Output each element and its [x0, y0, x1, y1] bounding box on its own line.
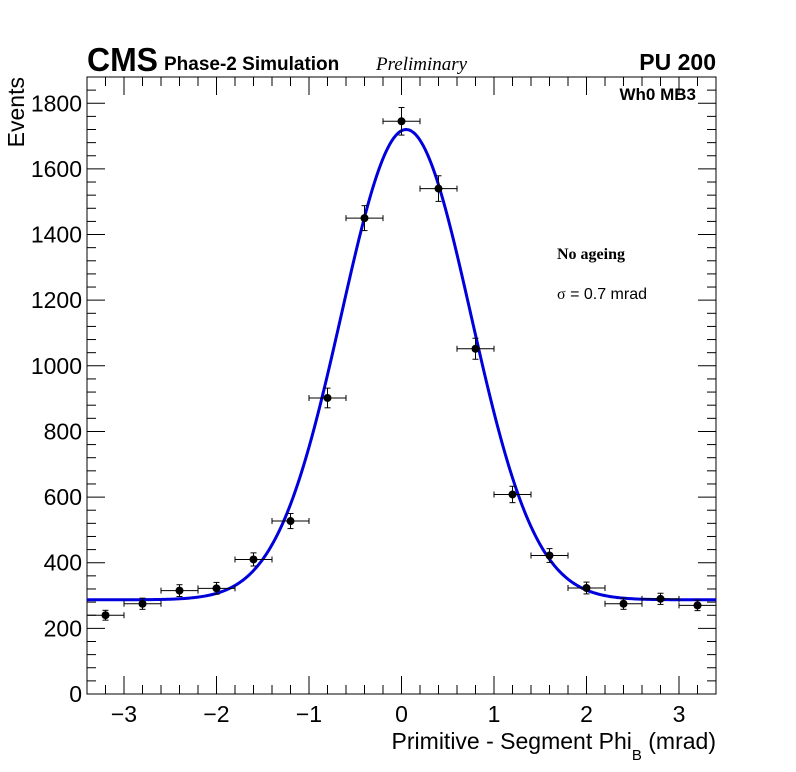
data-point-group	[419, 175, 458, 202]
data-point-group	[123, 597, 162, 610]
y-tick-label: 1400	[31, 222, 82, 248]
cms-label: CMS	[87, 41, 158, 78]
data-point	[212, 584, 221, 593]
y-tick-label: 1000	[31, 353, 82, 379]
data-point	[508, 490, 517, 499]
x-tick-label: 3	[673, 701, 686, 727]
x-tick-label: 0	[395, 701, 408, 727]
simulation-label: Phase-2 Simulation	[164, 54, 339, 75]
data-point-group	[604, 597, 643, 610]
condition-label: No ageing	[557, 246, 625, 263]
data-point-group	[567, 581, 606, 595]
data-point	[545, 551, 554, 560]
data-point-group	[234, 552, 273, 567]
axes-layer: −3 −2 −1 0 1 2 3 0 200 400 600 800 1000 1200 1400 1600 1…	[31, 76, 717, 727]
data-point	[360, 214, 369, 223]
data-point	[656, 594, 665, 603]
data-point-group	[271, 512, 310, 530]
data-point-group	[86, 609, 125, 621]
y-tick-label: 1200	[31, 287, 82, 313]
data-point	[101, 611, 110, 620]
data-point-group	[308, 387, 347, 409]
sigma-symbol: σ	[557, 286, 566, 303]
preliminary-label: Preliminary	[375, 54, 468, 75]
sigma-value: = 0.7 mrad	[566, 286, 647, 303]
data-point	[249, 555, 258, 564]
fit-layer	[87, 128, 716, 602]
data-point	[471, 344, 480, 353]
x-axis-title: Primitive - Segment PhiB (mrad)	[392, 728, 716, 764]
x-axis-title-subscript: B	[632, 747, 642, 764]
points-layer	[86, 107, 717, 621]
x-tick-label: 2	[580, 701, 593, 727]
data-point	[619, 599, 628, 608]
data-point	[693, 601, 702, 610]
sigma-label: σ = 0.7 mrad	[557, 286, 647, 303]
data-point	[434, 184, 443, 193]
data-point-group	[678, 599, 717, 612]
y-tick-label: 600	[44, 484, 82, 510]
y-tick-label: 800	[44, 418, 82, 444]
data-point-group	[382, 107, 421, 136]
data-point	[286, 517, 295, 526]
x-tick-label: −2	[203, 701, 229, 727]
y-tick-label: 200	[44, 615, 82, 641]
data-point-group	[345, 205, 384, 232]
y-axis-title: Events	[3, 77, 29, 147]
data-point	[175, 586, 184, 595]
y-tick-label: 0	[69, 681, 82, 707]
pileup-label: PU 200	[639, 49, 716, 75]
data-point-group	[530, 548, 569, 563]
data-point-group	[641, 592, 680, 605]
data-point-group	[456, 337, 495, 360]
x-tick-label: 1	[488, 701, 501, 727]
data-point	[323, 393, 332, 402]
x-axis-title-unit: (mrad)	[642, 728, 716, 754]
x-axis-title-main: Primitive - Segment Phi	[392, 728, 632, 754]
data-point	[397, 117, 406, 126]
y-tick-label: 1600	[31, 156, 82, 182]
y-tick-label: 400	[44, 550, 82, 576]
data-point	[582, 583, 591, 592]
y-tick-label: 1800	[31, 90, 82, 116]
data-point	[138, 599, 147, 608]
chamber-label: Wh0 MB3	[620, 85, 697, 104]
x-tick-label: −1	[296, 701, 322, 727]
data-point-group	[493, 485, 532, 504]
x-tick-label: −3	[111, 701, 137, 727]
data-point-group	[160, 584, 199, 598]
fit-curve	[87, 128, 716, 602]
data-point-group	[197, 581, 236, 595]
